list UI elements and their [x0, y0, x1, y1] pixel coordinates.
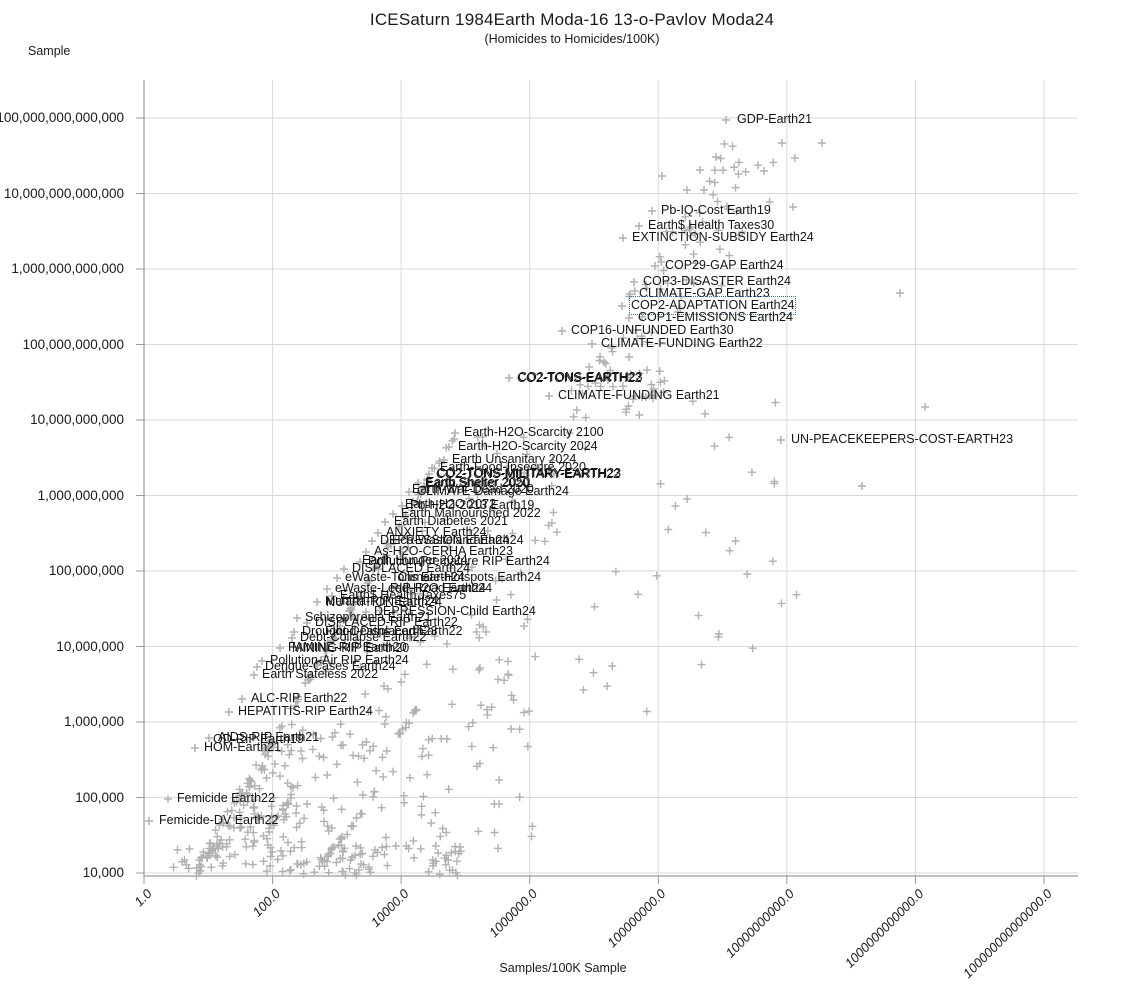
point-label: CLIMATE-GAP Earth23: [639, 286, 770, 300]
point-label: Debt-Collapse Earth22: [300, 630, 427, 644]
point-label: MINING-RIP Earth20: [292, 641, 410, 655]
point-label: Femicide-DV Earth22: [159, 813, 279, 827]
point-label: Earth Stateless 2022: [262, 667, 379, 681]
point-label: Earth-H2O-Scarcity 2100: [464, 425, 604, 439]
point-label: CO2-TONS-MILITARY-EARTH23: [437, 466, 622, 480]
point-label: Earth Unsanitary 2024: [452, 452, 577, 466]
point-label: DISPLACED-RIP Earth22: [315, 615, 458, 629]
point-label: Earth Hunger 2024: [362, 553, 468, 567]
point-label: Earth-H2O-Scarcity 2024: [458, 439, 598, 453]
point-label: Femicide Earth22: [177, 791, 275, 805]
y-tick-label: 1,000,000,000,000: [11, 261, 124, 276]
point-label: AIDS-RIP Earth21: [218, 730, 320, 744]
point-label: Climate-Hotspots Earth24: [398, 570, 542, 584]
point-label: CLIMATE-FUNDING Earth21: [558, 388, 720, 402]
point-label: OD-RIP Earth19: [213, 732, 304, 746]
y-tick-label: 100,000: [75, 789, 124, 805]
point-label: Earth$ Health Taxes75: [340, 588, 467, 602]
point-label: Earth-War-Dead 2020: [412, 482, 534, 496]
point-label: Earth$ Health Taxes30: [648, 218, 775, 232]
point-label: NUTRITION-Earth24: [326, 595, 442, 609]
point-label: Malaria-RIP Earth24: [325, 594, 439, 608]
point-label: Eco-Wasteland Earth24: [392, 533, 524, 547]
y-axis-title: Sample: [28, 44, 71, 58]
point-label: Flood-Displaced Earth22: [325, 624, 463, 638]
y-tick-label: 100,000,000,000,000: [0, 110, 124, 125]
point-label: Drought-Deaths Earth23: [302, 624, 438, 638]
y-tick-label: 10,000,000,000,000: [3, 185, 124, 201]
point-label: Dengue-Cases Earth24: [265, 659, 396, 673]
point-label: CO2-TONS-MILITARY-EARTH22: [436, 467, 621, 481]
point-label: COP29-GAP Earth24: [665, 258, 784, 272]
point-label: HEPATITIS-RIP Earth24: [238, 704, 373, 718]
point-label: Pollution-Air RIP Earth24: [270, 653, 409, 667]
point-label: COP2-ADAPTATION Earth24: [628, 296, 797, 315]
point-label: Earth Diabetes 2021: [394, 514, 508, 528]
point-label: COP1-EMISSIONS Earth24: [638, 310, 793, 324]
point-label: GDP-Earth21: [737, 112, 813, 126]
point-label: DEPRESSION-Child Earth24: [374, 604, 536, 618]
point-label: RIP-Road Earth24: [390, 581, 493, 595]
point-label: ANXIETY Earth24: [386, 525, 487, 539]
point-label: eWaste-Tons Earth24: [345, 570, 465, 584]
y-tick-label: 100,000,000,000: [22, 336, 124, 352]
point-label: Pollution-Premature RIP Earth24: [368, 554, 550, 568]
point-label: eWaste-Lead-H2O Earth24: [335, 581, 487, 595]
point-label: As-H2O-CERHA Earth23: [374, 544, 513, 558]
point-label: COP16-UNFUNDED Earth30: [571, 323, 734, 337]
point-label: Earth-Food-Insecure 2020: [440, 460, 586, 474]
y-tick-label: 1,000,000: [63, 714, 124, 729]
y-tick-label: 1,000,000,000: [37, 487, 124, 503]
chart-title: ICESaturn 1984Earth Moda-16 13-o-Pavlov …: [369, 10, 775, 29]
chart-subtitle: (Homicides to Homicides/100K): [484, 32, 660, 46]
point-label: UN-PEACEKEEPERS-COST-EARTH23: [791, 432, 1014, 446]
point-label: Earth Shelter 2020: [425, 476, 530, 490]
y-tick-label: 10,000,000,000: [30, 412, 124, 427]
point-label: Earth Shelter 2050: [426, 475, 531, 489]
point-label: HOM-Earth21: [204, 740, 282, 754]
y-tick-label: 10,000,000: [56, 638, 124, 654]
point-label: ALC-RIP Earth22: [251, 691, 348, 705]
point-label: FAMINE-RIP Earth20: [288, 640, 407, 654]
point-label: CLIMATE-Damage Earth24: [417, 484, 569, 498]
point-label: Pb-IQ-Cost Earth19: [661, 203, 771, 217]
point-label: CO2-TONS-EARTH22: [517, 371, 642, 385]
point-label: COP3-DISASTER Earth24: [643, 274, 791, 288]
point-label: DEPRESSION Earth24: [380, 533, 510, 547]
point-label: CO2-TONS-EARTH23: [518, 370, 643, 384]
point-label: Schizophrenia Earth21: [305, 610, 432, 624]
y-tick-label: 100,000,000: [48, 563, 124, 578]
point-label: DISPLACED Earth24: [352, 561, 471, 575]
point-label: Earth Malnourished 2022: [401, 506, 541, 520]
point-label: Earth-H2O 2072: [405, 497, 497, 511]
point-label: EXTINCTION-SUBSIDY Earth24: [632, 230, 814, 244]
point-label: Pb-H2O-2013 Earth19: [410, 498, 535, 512]
x-axis-title: Samples/100K Sample: [499, 961, 627, 975]
point-label: CLIMATE-FUNDING Earth22: [601, 336, 763, 350]
y-tick-label: 10,000: [82, 865, 124, 880]
